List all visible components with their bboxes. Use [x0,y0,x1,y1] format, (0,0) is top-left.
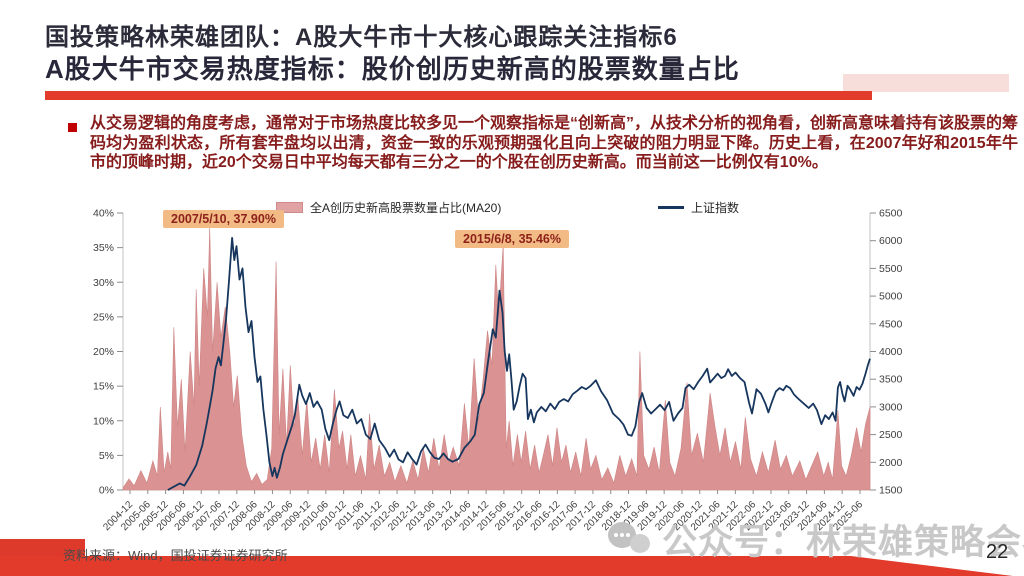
line-series [167,236,871,491]
wechat-icon [608,520,654,560]
legend-item-area: 全A创历史新高股票数量占比(MA20) [276,199,501,216]
page-title-line2: A股大牛市交易热度指标：股价创历史新高的股票数量占比 [45,54,740,84]
watermark: 公众号：林荣雄策略会客厅 [608,514,1024,565]
legend-line-label: 上证指数 [691,201,740,215]
watermark-text: 公众号：林荣雄策略会客厅 [662,523,1024,562]
title-highlight-box [843,74,1009,92]
bullet-square-icon [68,123,77,132]
footer-red-band [0,556,1013,576]
svg-text:2000: 2000 [879,457,903,469]
annotation-2007-peak: 2007/5/10, 37.90% [163,210,284,228]
source-note: 资料来源：Wind，国投证券证券研究所 [63,548,288,563]
svg-text:5000: 5000 [879,291,903,303]
svg-text:4500: 4500 [879,318,903,330]
svg-text:6000: 6000 [879,235,903,247]
legend-item-line: 上证指数 [658,199,739,216]
annotation-2015-peak: 2015/6/8, 35.46% [455,230,569,248]
svg-text:0%: 0% [99,485,114,497]
area-series [122,227,871,491]
svg-text:35%: 35% [93,242,114,254]
svg-text:3000: 3000 [879,401,903,413]
svg-text:20%: 20% [93,346,114,358]
svg-text:5500: 5500 [879,263,903,275]
svg-text:5%: 5% [99,450,114,462]
legend-area-label: 全A创历史新高股票数量占比(MA20) [310,201,502,215]
svg-text:40%: 40% [93,208,114,220]
title-accent-bar [45,91,872,100]
svg-text:25%: 25% [93,311,114,323]
area-series-swatch-icon [276,202,303,213]
svg-text:2500: 2500 [879,429,903,441]
svg-text:10%: 10% [93,415,114,427]
svg-text:1500: 1500 [879,485,903,497]
body-paragraph: 从交易逻辑的角度考虑，通常对于市场热度比较多见一个观察指标是“创新高”，从技术分… [90,115,1019,171]
svg-text:6500: 6500 [879,208,903,220]
line-series-swatch-icon [658,206,684,209]
title-block: 国投策略林荣雄团队：A股大牛市十大核心跟踪关注指标6 A股大牛市交易热度指标：股… [45,22,740,86]
page-number: 22 [986,541,1009,563]
svg-text:30%: 30% [93,277,114,289]
svg-text:4000: 4000 [879,346,903,358]
page-title-line1: 国投策略林荣雄团队：A股大牛市十大核心跟踪关注指标6 [45,24,678,51]
svg-text:3500: 3500 [879,374,903,386]
svg-text:15%: 15% [93,381,114,393]
